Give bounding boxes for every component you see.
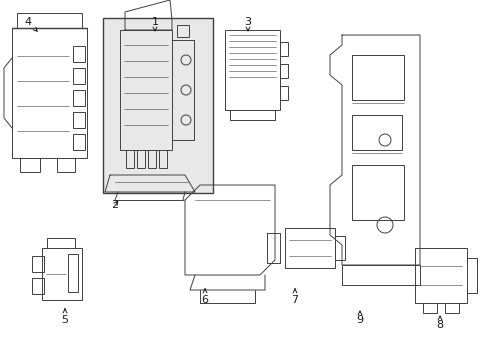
Bar — [334, 236, 345, 260]
Bar — [57, 158, 75, 172]
Text: 3: 3 — [244, 17, 251, 31]
Bar — [444, 303, 458, 313]
Bar — [126, 150, 134, 168]
Bar — [103, 18, 213, 193]
Bar — [73, 90, 85, 106]
Text: 4: 4 — [24, 17, 37, 31]
Bar — [159, 150, 167, 168]
Bar — [280, 64, 287, 78]
Text: 1: 1 — [151, 17, 158, 31]
Bar — [20, 158, 40, 172]
Bar — [224, 30, 280, 110]
Text: 7: 7 — [291, 289, 298, 305]
Bar — [177, 25, 189, 37]
Bar — [120, 30, 172, 150]
Bar — [280, 42, 287, 56]
Text: 9: 9 — [356, 311, 363, 325]
Bar — [351, 115, 401, 150]
Bar — [42, 248, 82, 300]
Bar — [466, 258, 476, 293]
Text: 5: 5 — [61, 309, 68, 325]
Bar — [73, 134, 85, 150]
Bar — [351, 55, 403, 100]
Bar — [17, 13, 82, 28]
Bar — [280, 86, 287, 100]
Bar — [341, 265, 419, 285]
Bar — [351, 165, 403, 220]
Bar — [137, 150, 145, 168]
Bar — [148, 150, 156, 168]
Bar — [68, 254, 78, 292]
Text: 8: 8 — [436, 316, 443, 330]
Bar — [414, 248, 466, 303]
Bar — [73, 68, 85, 84]
Bar — [285, 228, 334, 268]
Bar — [12, 28, 87, 158]
Bar — [32, 256, 44, 272]
Bar — [73, 46, 85, 62]
Bar — [422, 303, 436, 313]
Bar — [32, 278, 44, 294]
Text: 6: 6 — [201, 289, 208, 305]
Bar — [73, 112, 85, 128]
Text: 2: 2 — [111, 200, 118, 210]
